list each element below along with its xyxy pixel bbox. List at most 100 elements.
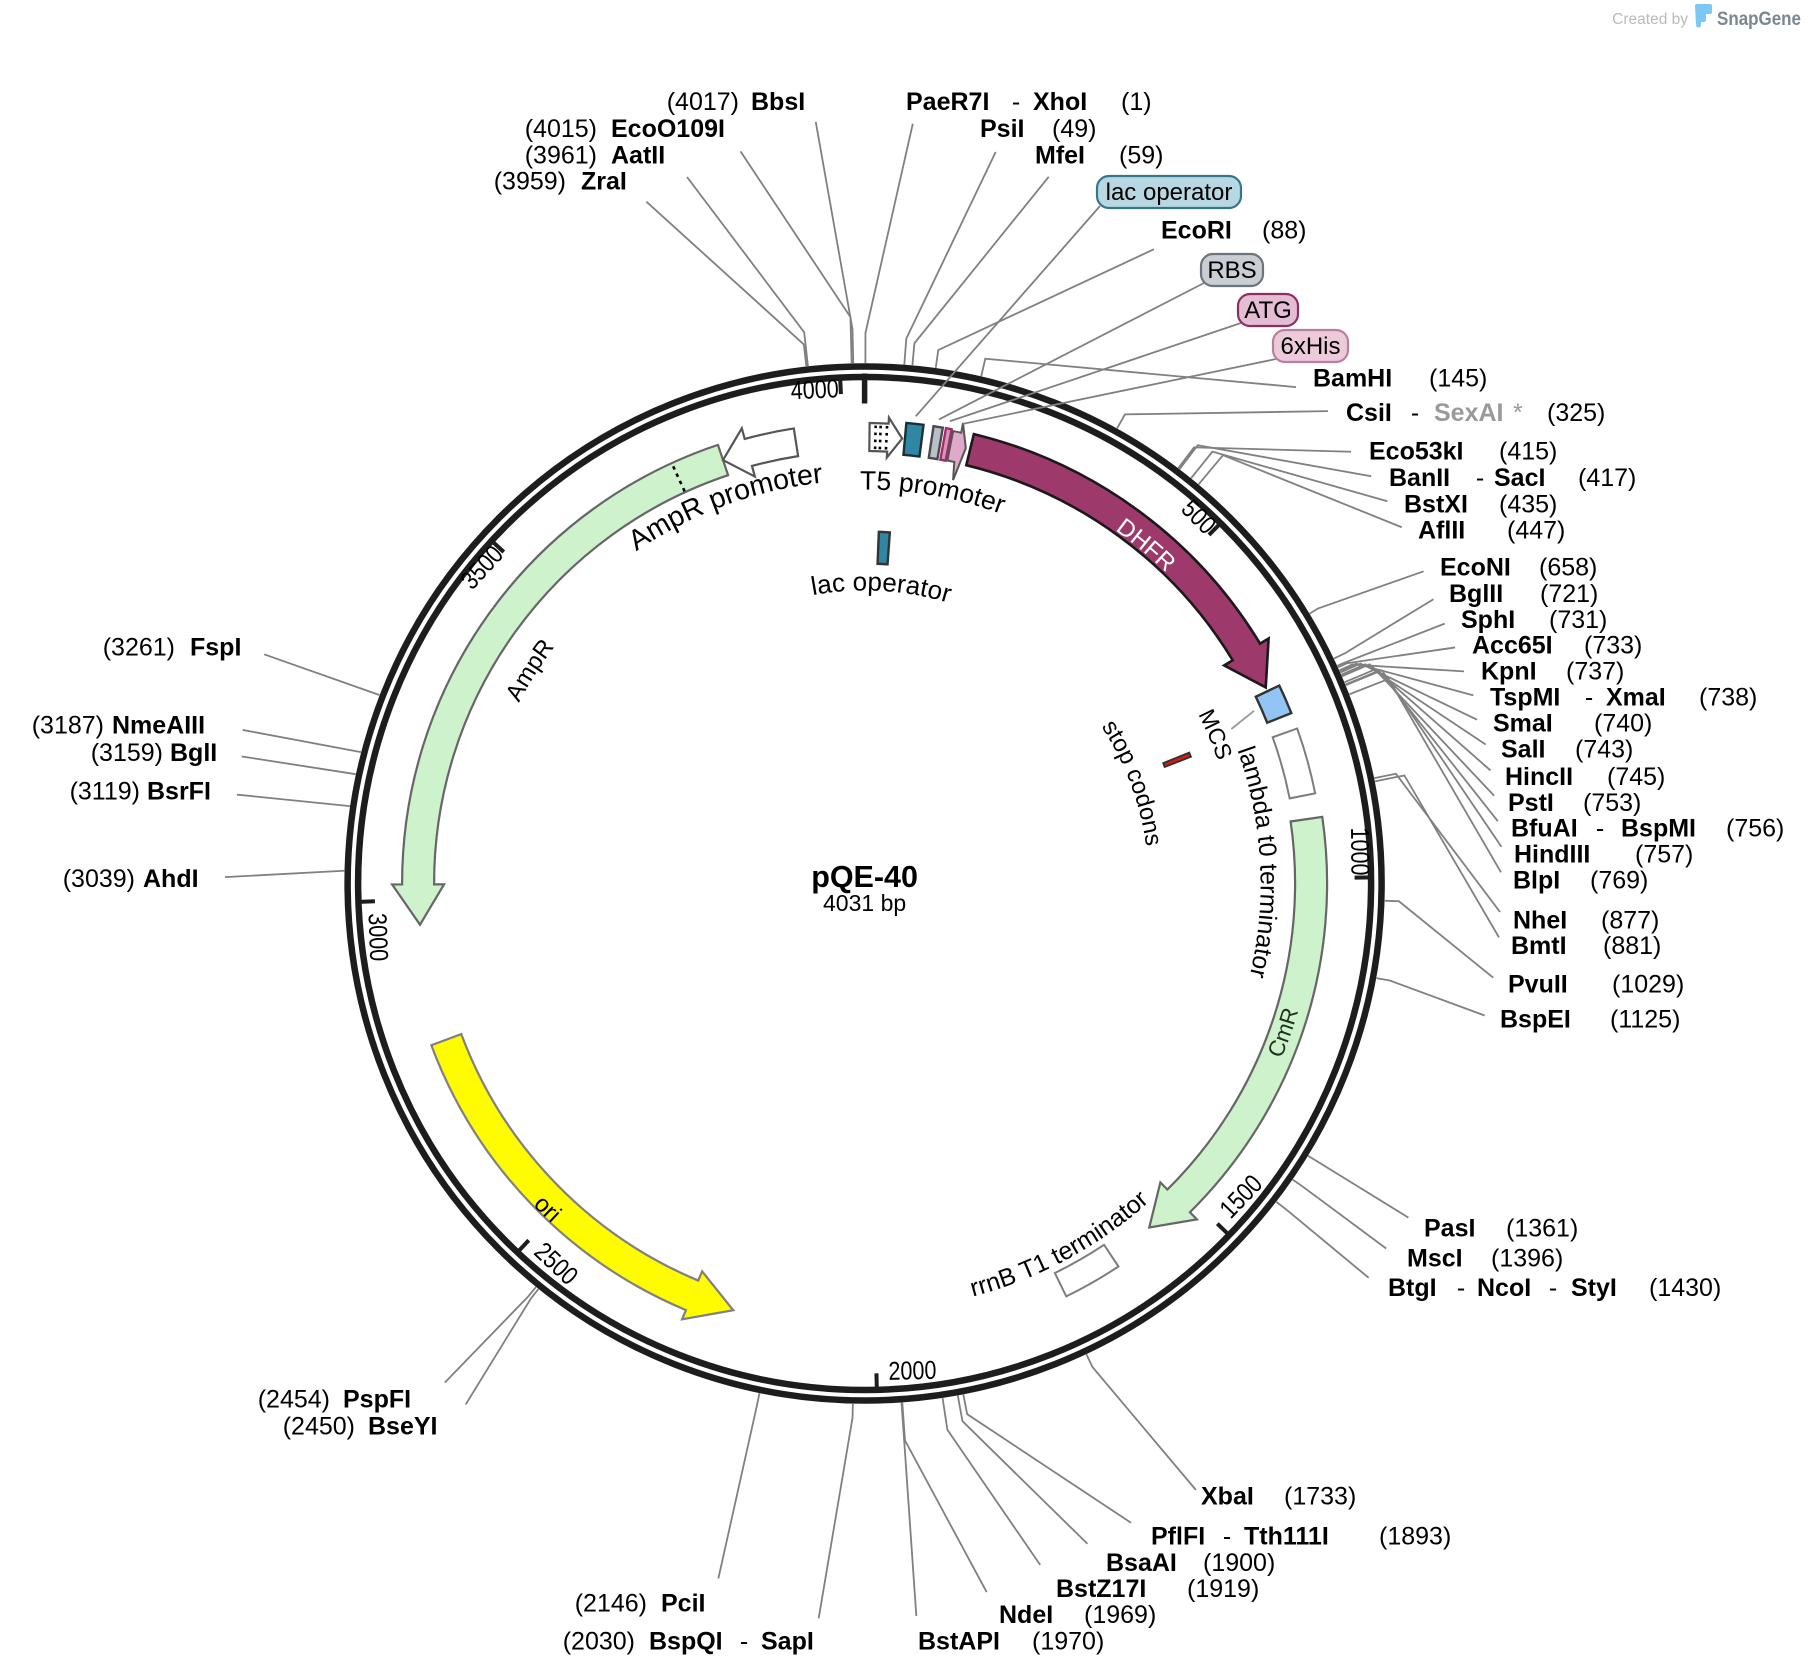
svg-text:BspQI: BspQI: [649, 1627, 723, 1655]
svg-text:SexAI: SexAI: [1434, 399, 1503, 427]
svg-text:(447): (447): [1507, 517, 1565, 545]
svg-text:BbsI: BbsI: [751, 88, 805, 116]
svg-text:NcoI: NcoI: [1477, 1274, 1531, 1302]
svg-text:BfuAI: BfuAI: [1511, 815, 1578, 843]
svg-text:SalI: SalI: [1501, 735, 1545, 763]
svg-text:(721): (721): [1540, 580, 1598, 608]
svg-text:NheI: NheI: [1513, 906, 1567, 934]
svg-text:-: -: [1596, 815, 1604, 843]
svg-text:BglI: BglI: [170, 739, 217, 767]
svg-text:-: -: [1457, 1274, 1465, 1302]
svg-text:SmaI: SmaI: [1493, 710, 1553, 738]
svg-text:(3959): (3959): [494, 168, 566, 196]
svg-text:lac operator: lac operator: [1106, 179, 1233, 206]
svg-text:BmtI: BmtI: [1511, 932, 1567, 960]
svg-text:MscI: MscI: [1407, 1245, 1463, 1273]
svg-text:PaeR7I: PaeR7I: [906, 88, 989, 116]
svg-text:(3261): (3261): [103, 634, 175, 662]
svg-text:(740): (740): [1594, 710, 1652, 738]
svg-text:(49): (49): [1052, 115, 1096, 143]
svg-text:BspEI: BspEI: [1500, 1005, 1571, 1033]
svg-text:ATG: ATG: [1244, 297, 1292, 324]
svg-text:PasI: PasI: [1424, 1214, 1475, 1242]
svg-text:EcoO109I: EcoO109I: [611, 115, 725, 143]
svg-text:(1733): (1733): [1284, 1482, 1356, 1510]
svg-text:(435): (435): [1499, 490, 1557, 518]
svg-text:(1919): (1919): [1187, 1575, 1259, 1603]
svg-text:(738): (738): [1699, 684, 1757, 712]
svg-text:BanII: BanII: [1389, 464, 1450, 492]
svg-text:(1361): (1361): [1506, 1214, 1578, 1242]
svg-text:(757): (757): [1635, 841, 1693, 869]
svg-text:BseYI: BseYI: [368, 1413, 437, 1441]
svg-text:-: -: [1585, 684, 1593, 712]
svg-text:1000: 1000: [1345, 827, 1376, 875]
svg-text:(3961): (3961): [525, 142, 597, 170]
svg-text:-: -: [740, 1627, 748, 1655]
svg-text:(1125): (1125): [1610, 1005, 1680, 1033]
svg-text:RBS: RBS: [1207, 257, 1256, 284]
svg-text:(1396): (1396): [1491, 1245, 1563, 1273]
svg-text:4031 bp: 4031 bp: [823, 890, 906, 916]
svg-text:NmeAIII: NmeAIII: [112, 712, 205, 740]
svg-text:HincII: HincII: [1505, 763, 1573, 791]
svg-text:(731): (731): [1549, 606, 1607, 634]
svg-text:BsaAI: BsaAI: [1106, 1549, 1177, 1577]
svg-text:BspMI: BspMI: [1621, 815, 1696, 843]
svg-text:PspFI: PspFI: [343, 1385, 411, 1413]
svg-text:SapI: SapI: [761, 1627, 814, 1655]
svg-text:EcoRI: EcoRI: [1161, 217, 1232, 245]
svg-text:(743): (743): [1575, 735, 1633, 763]
svg-text:3000: 3000: [363, 913, 395, 962]
svg-text:-: -: [1476, 464, 1484, 492]
svg-text:XbaI: XbaI: [1201, 1482, 1254, 1510]
svg-text:-: -: [1549, 1274, 1557, 1302]
svg-text:4000: 4000: [790, 373, 839, 405]
svg-text:(2454): (2454): [258, 1385, 330, 1413]
svg-text:(2450): (2450): [283, 1413, 355, 1441]
svg-text:BsrFI: BsrFI: [147, 778, 211, 806]
svg-text:XmaI: XmaI: [1606, 684, 1666, 712]
svg-text:2000: 2000: [888, 1355, 937, 1386]
svg-text:PsiI: PsiI: [980, 115, 1024, 143]
svg-text:SphI: SphI: [1461, 606, 1515, 634]
svg-text:PflFI: PflFI: [1151, 1523, 1205, 1551]
svg-text:(1893): (1893): [1379, 1523, 1451, 1551]
svg-text:(769): (769): [1590, 867, 1648, 895]
svg-text:KpnI: KpnI: [1481, 658, 1537, 686]
svg-text:BlpI: BlpI: [1513, 867, 1560, 895]
svg-text:(1): (1): [1121, 88, 1152, 116]
svg-text:SacI: SacI: [1494, 464, 1545, 492]
svg-text:-: -: [1411, 399, 1419, 427]
svg-text:(415): (415): [1499, 438, 1557, 466]
svg-text:StyI: StyI: [1571, 1274, 1617, 1302]
svg-text:TspMI: TspMI: [1490, 684, 1560, 712]
svg-text:AatII: AatII: [611, 142, 665, 170]
svg-text:(745): (745): [1607, 763, 1665, 791]
svg-text:BstZ17I: BstZ17I: [1056, 1575, 1146, 1603]
svg-text:(1970): (1970): [1032, 1627, 1104, 1655]
svg-text:PciI: PciI: [661, 1589, 705, 1617]
svg-text:BtgI: BtgI: [1388, 1274, 1437, 1302]
svg-text:AhdI: AhdI: [143, 865, 199, 893]
svg-text:BstAPI: BstAPI: [918, 1627, 1000, 1655]
svg-text:EcoNI: EcoNI: [1440, 554, 1511, 582]
svg-text:(756): (756): [1726, 815, 1784, 843]
svg-text:(4017): (4017): [667, 88, 739, 116]
svg-text:(4015): (4015): [525, 115, 597, 143]
svg-text:BglII: BglII: [1449, 580, 1503, 608]
svg-text:(1430): (1430): [1649, 1274, 1721, 1302]
svg-text:FspI: FspI: [190, 634, 241, 662]
svg-text:(3187): (3187): [32, 712, 104, 740]
svg-text:(3039): (3039): [63, 865, 135, 893]
svg-text:SnapGene: SnapGene: [1717, 9, 1801, 30]
svg-text:(1969): (1969): [1084, 1601, 1156, 1629]
svg-text:BstXI: BstXI: [1404, 490, 1468, 518]
svg-text:AflII: AflII: [1418, 517, 1465, 545]
svg-text:NdeI: NdeI: [999, 1601, 1053, 1629]
svg-text:Created by: Created by: [1612, 11, 1688, 28]
svg-text:(417): (417): [1578, 464, 1636, 492]
svg-text:CsiI: CsiI: [1346, 399, 1392, 427]
svg-text:Acc65I: Acc65I: [1472, 632, 1553, 660]
svg-text:(877): (877): [1601, 906, 1659, 934]
